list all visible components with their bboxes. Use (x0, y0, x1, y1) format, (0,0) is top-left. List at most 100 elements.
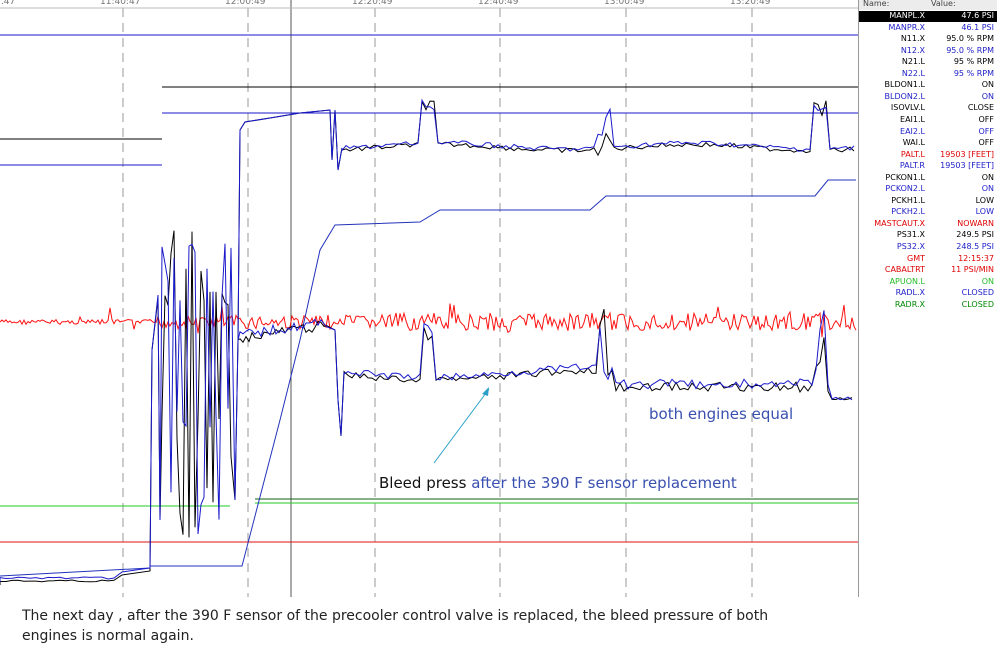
parameter-row[interactable]: N22.L 95 % RPM (859, 69, 997, 80)
time-tick-label: 13:20:49 (730, 0, 771, 7)
time-tick-label: 13:00:49 (604, 0, 645, 7)
bleed-press-left-series (237, 310, 853, 437)
panel-header: Name: Value: (859, 0, 997, 10)
trend-plot-area[interactable]: ..47 11:40:47 12:00:49 12:20:49 12:40:49 13:0… (0, 0, 858, 597)
parameter-value: 95.0 % RPM (946, 34, 994, 44)
parameter-row[interactable]: EAI1.L OFF (859, 115, 997, 126)
time-tick-label: ..47 (0, 0, 16, 7)
parameter-name: N11.X (900, 34, 925, 44)
parameter-name: CABALTRT (884, 265, 925, 275)
parameter-value: ON (981, 276, 994, 286)
cabin-rate-series (0, 303, 857, 338)
annotation-bleed-blue: after the 390 F sensor replacement (471, 474, 737, 492)
parameter-value: OFF (978, 138, 995, 148)
parameter-name: BLDON2.L (884, 91, 925, 101)
manp-right-series (0, 99, 855, 585)
header-value: Value: (931, 0, 956, 8)
parameter-row[interactable]: GMT 12:15:37 (859, 254, 997, 265)
header-name: Name: (863, 0, 890, 8)
parameter-row[interactable]: N11.X 95.0 % RPM (859, 34, 997, 45)
parameter-name: RADL.X (895, 288, 925, 298)
parameter-name: N12.X (900, 45, 925, 55)
parameter-name: N22.L (901, 68, 925, 78)
parameter-row[interactable]: CABALTRT 11 PSI/MIN (859, 265, 997, 276)
parameter-name: EAI1.L (900, 114, 925, 124)
parameter-value: 11 PSI/MIN (951, 265, 994, 275)
parameter-name: EAI2.L (900, 126, 925, 136)
parameter-row[interactable]: N12.X 95.0 % RPM (859, 46, 997, 57)
parameter-value: 95.0 % RPM (946, 45, 994, 55)
parameter-name: GMT (907, 253, 925, 263)
manp-left-series (0, 98, 855, 582)
parameter-value: 19503 [FEET] (940, 149, 994, 159)
parameter-value: NOWARN (957, 218, 994, 228)
parameter-row[interactable]: N21.L 95 % RPM (859, 57, 997, 68)
time-tick-label: 12:40:49 (478, 0, 519, 7)
parameter-name: BLDON1.L (884, 80, 925, 90)
parameter-row[interactable]: MANPR.X 46.1 PSI (859, 23, 997, 34)
parameter-row[interactable]: WAI.L OFF (859, 138, 997, 149)
parameter-name: PCKH2.L (891, 207, 925, 217)
parameter-name: PCKH1.L (891, 195, 925, 205)
parameter-value: 12:15:37 (958, 253, 994, 263)
parameter-name: RADR.X (894, 299, 925, 309)
parameter-value: 46.1 PSI (961, 22, 994, 32)
parameter-value: 19503 [FEET] (940, 161, 994, 171)
parameter-value: 95 % RPM (953, 57, 994, 67)
annotation-engines-equal: both engines equal (649, 405, 794, 423)
parameter-row[interactable]: PCKH2.L LOW (859, 207, 997, 218)
parameter-row[interactable]: ISOVLV.L CLOSE (859, 103, 997, 114)
time-tick-label: 12:00:49 (225, 0, 266, 7)
parameter-name: MANPL.X (889, 11, 925, 20)
parameter-row[interactable]: BLDON2.L ON (859, 92, 997, 103)
parameter-value: 248.5 PSI (956, 242, 994, 251)
parameter-row[interactable]: PCKON2.L ON (859, 184, 997, 195)
parameter-row[interactable]: PALT.L 19503 [FEET] (859, 150, 997, 161)
time-tick-label: 11:40:47 (100, 0, 141, 7)
parameter-value: ON (981, 184, 994, 194)
parameter-row[interactable]: BLDON1.L ON (859, 80, 997, 91)
parameter-value: ON (981, 91, 994, 101)
parameter-row[interactable]: PCKON1.L ON (859, 173, 997, 184)
parameter-value: ON (981, 80, 994, 90)
parameter-value: CLOSE (967, 103, 994, 113)
parameter-name: MANPR.X (888, 22, 925, 32)
parameter-row[interactable]: MASTCAUT.X NOWARN (859, 219, 997, 230)
parameter-row[interactable]: PALT.R 19503 [FEET] (859, 161, 997, 172)
parameter-row[interactable]: APUON.L ON (859, 277, 997, 288)
parameter-value: 47.6 PSI (961, 11, 994, 20)
annotation-arrowhead (482, 387, 489, 396)
trend-chart[interactable] (0, 0, 858, 597)
parameter-panel: Name: Value: MANPL.X 47.6 PSI MANPR.X 46.1 … (858, 0, 997, 597)
parameter-value: CLOSED (961, 288, 994, 298)
parameter-name: PALT.R (899, 161, 925, 171)
parameter-row[interactable]: EAI2.L OFF (859, 127, 997, 138)
parameter-row[interactable]: PS32.X 248.5 PSI (859, 242, 997, 253)
parameter-value: 95 % RPM (953, 68, 994, 78)
parameter-row[interactable]: RADR.X CLOSED (859, 300, 997, 311)
parameter-row[interactable]: PS31.X 249.5 PSI (859, 230, 997, 241)
annotation-bleed-black: Bleed press (379, 474, 467, 492)
parameter-row[interactable]: MANPL.X 47.6 PSI (859, 11, 997, 22)
altitude-series (0, 179, 856, 577)
parameter-value: OFF (978, 114, 995, 124)
parameter-value: OFF (978, 126, 995, 136)
parameter-value: CLOSED (961, 299, 994, 309)
parameter-name: APUON.L (889, 276, 925, 286)
parameter-name: WAI.L (902, 138, 925, 148)
parameter-name: PCKON1.L (885, 172, 925, 182)
annotation-bleed: Bleed press after the 390 F sensor repla… (379, 474, 737, 492)
parameter-value: ON (981, 172, 994, 182)
parameter-name: PCKON2.L (885, 184, 925, 194)
parameter-name: PS31.X (896, 230, 925, 240)
parameter-name: PALT.L (900, 149, 925, 159)
annotation-arrow (433, 388, 490, 464)
parameter-value: 249.5 PSI (956, 230, 994, 240)
caption: The next day , after the 390 F sensor of… (22, 608, 769, 644)
parameter-row[interactable]: PCKH1.L LOW (859, 196, 997, 207)
parameter-name: PS32.X (896, 242, 925, 251)
bleed-press-right-series (237, 308, 853, 437)
parameter-value: LOW (975, 195, 994, 205)
parameter-name: ISOVLV.L (890, 103, 925, 113)
parameter-row[interactable]: RADL.X CLOSED (859, 288, 997, 299)
